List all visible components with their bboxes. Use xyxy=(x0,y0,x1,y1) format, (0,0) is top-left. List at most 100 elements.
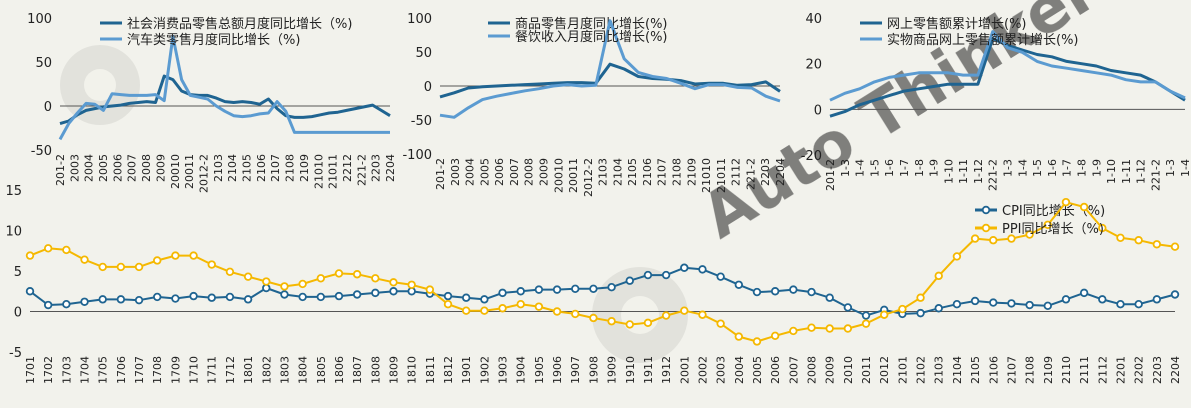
data-point xyxy=(861,311,871,320)
legend-label: CPI同比增长（%) xyxy=(1002,204,1105,219)
data-point xyxy=(807,287,816,297)
data-point xyxy=(316,274,325,283)
x-tick-label: 1809 xyxy=(387,356,400,384)
data-point xyxy=(698,265,707,274)
data-point xyxy=(207,260,216,269)
x-tick-label: 2008 xyxy=(523,158,536,186)
x-tick-label: 2107 xyxy=(1005,356,1018,384)
x-tick-label: 2011 xyxy=(860,356,873,384)
data-point xyxy=(80,255,89,264)
x-tick-label: 2109 xyxy=(298,154,311,182)
x-tick-label: 1-6 xyxy=(1046,159,1059,177)
x-tick-label: 1807 xyxy=(351,356,364,384)
x-tick-label: 1-4 xyxy=(1016,159,1029,177)
x-tick-label: 2009 xyxy=(537,158,550,186)
y-tick-label: 0 xyxy=(14,306,22,321)
data-point xyxy=(952,300,962,309)
data-point xyxy=(225,292,235,302)
data-point xyxy=(371,288,380,298)
data-point xyxy=(734,332,744,341)
x-tick-label: 1709 xyxy=(169,356,182,384)
data-point xyxy=(116,262,126,272)
x-tick-label: 2004 xyxy=(733,356,746,384)
x-tick-label: 2004 xyxy=(464,158,477,186)
x-tick-label: 221-2 xyxy=(744,158,757,190)
series-line xyxy=(59,74,391,126)
data-point xyxy=(480,306,489,315)
x-tick-label: 2002 xyxy=(696,356,709,384)
x-tick-label: 21011 xyxy=(327,154,340,189)
data-point xyxy=(680,306,689,315)
data-point xyxy=(298,292,307,302)
data-point xyxy=(62,300,71,309)
data-point xyxy=(1025,230,1034,239)
y-tick-label: -5 xyxy=(9,346,22,361)
x-tick-label: 1906 xyxy=(551,356,564,384)
x-tick-label: 2006 xyxy=(493,158,506,186)
data-point xyxy=(843,303,853,312)
legend-label: 餐饮收入月度同比增长(%) xyxy=(515,29,668,45)
x-tick-label: 20011 xyxy=(183,154,196,189)
x-tick-label: 1711 xyxy=(206,356,219,384)
data-point xyxy=(480,295,489,304)
x-tick-label: 1705 xyxy=(97,356,110,384)
x-tick-label: 20011 xyxy=(567,158,580,193)
x-tick-label: 1706 xyxy=(115,356,128,384)
x-tick-label: 2006 xyxy=(769,356,782,384)
x-tick-label: 2203 xyxy=(370,154,383,182)
data-point xyxy=(1152,240,1162,249)
data-point xyxy=(607,283,616,292)
x-tick-label: 2106 xyxy=(641,158,654,186)
data-point xyxy=(134,295,144,305)
y-tick-label: 0 xyxy=(424,80,432,95)
x-tick-label: 2012-2 xyxy=(197,154,210,193)
data-point xyxy=(1007,234,1016,243)
data-point xyxy=(643,318,653,328)
x-tick-label: 2203 xyxy=(1151,356,1164,384)
data-point xyxy=(425,285,435,294)
x-tick-label: 2204 xyxy=(384,154,397,182)
data-point xyxy=(1116,233,1125,242)
x-tick-label: 2008 xyxy=(806,356,819,384)
y-tick-label: 10 xyxy=(5,225,22,240)
x-tick-label: 2005 xyxy=(97,154,110,182)
x-tick-label: 1801 xyxy=(242,356,255,384)
data-point xyxy=(461,306,471,315)
data-point xyxy=(243,272,253,281)
x-tick-label: 1710 xyxy=(188,356,201,384)
x-tick-label: 2007 xyxy=(508,158,521,186)
x-tick-label: 2108 xyxy=(1024,356,1037,384)
x-tick-label: 1-3 xyxy=(839,159,852,177)
data-point xyxy=(1170,242,1180,251)
x-tick-label: 2003 xyxy=(715,356,728,384)
x-tick-label: 2108 xyxy=(671,158,684,186)
y-tick-label: 15 xyxy=(5,184,22,199)
x-tick-label: 1909 xyxy=(606,356,619,384)
data-point xyxy=(625,276,634,285)
data-point xyxy=(898,304,907,314)
x-tick-label: 2104 xyxy=(611,158,624,186)
data-point xyxy=(789,285,798,294)
x-tick-label: 2201 xyxy=(1114,356,1127,384)
data-point xyxy=(789,326,798,336)
x-tick-label: 2112 xyxy=(1096,356,1109,384)
x-tick-label: 21011 xyxy=(715,158,728,193)
x-tick-label: 1910 xyxy=(624,356,637,384)
y-tick-label: 5 xyxy=(14,265,22,280)
data-point xyxy=(461,293,471,302)
x-tick-label: 1704 xyxy=(79,356,92,384)
x-tick-label: 2003 xyxy=(68,154,81,182)
x-tick-label: 2204 xyxy=(774,158,787,186)
data-point xyxy=(189,251,198,260)
x-tick-label: 1812 xyxy=(442,356,455,384)
legend-label: 商品零售月度同比增长(%) xyxy=(515,16,668,32)
data-point xyxy=(352,270,362,279)
legend-label: PPI同比增长（%) xyxy=(1002,222,1104,237)
x-tick-label: 1703 xyxy=(60,356,73,384)
x-tick-label: 1-5 xyxy=(868,159,881,177)
data-point xyxy=(1061,197,1071,207)
data-point xyxy=(1134,236,1143,245)
data-point xyxy=(1007,299,1016,308)
